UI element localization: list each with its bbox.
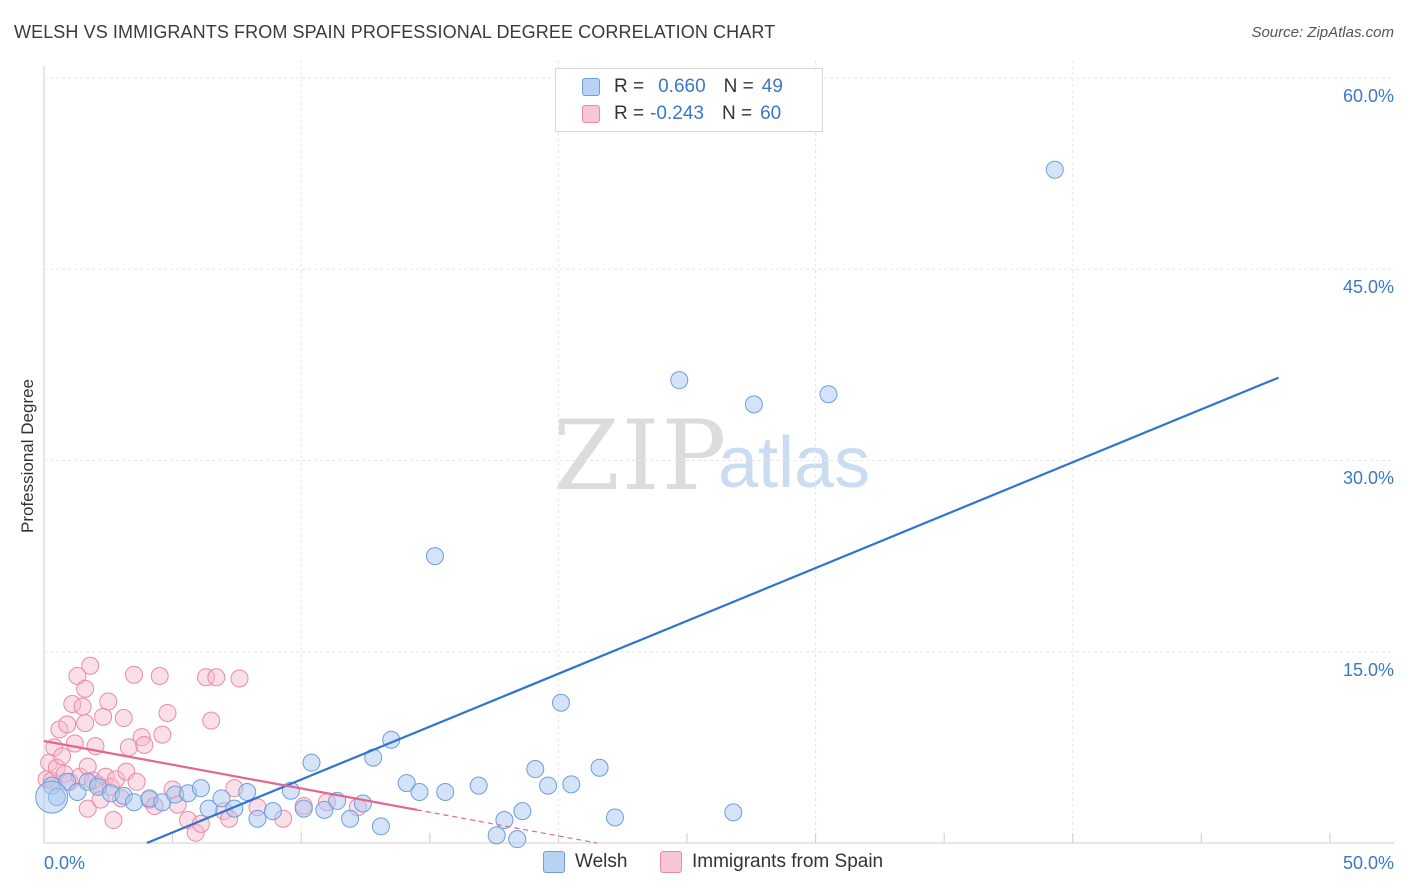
legend-row-welsh: R = 0.660 N = 49 — [582, 75, 783, 99]
x-tick-label-max: 50.0% — [1342, 853, 1394, 873]
welsh-point — [526, 760, 545, 779]
y-tick-label-45: 45.0% — [1342, 277, 1394, 297]
spain-point — [114, 709, 133, 728]
welsh-point — [605, 808, 624, 827]
welsh-point — [263, 802, 282, 821]
source-label: Source: ZipAtlas.com — [1251, 24, 1394, 41]
welsh-point — [341, 809, 360, 828]
series-legend-spain[interactable]: Immigrants from Spain — [660, 851, 883, 873]
spain-point — [65, 734, 84, 753]
legend-swatch-welsh — [582, 78, 600, 96]
series-legend: Welsh Immigrants from Spain — [0, 851, 1406, 877]
spain-point — [153, 725, 172, 744]
welsh-trend-line — [146, 376, 1279, 845]
spain-point — [197, 668, 216, 687]
spain-point — [76, 714, 95, 733]
welsh-point — [371, 817, 390, 836]
spain-point — [47, 758, 66, 777]
legend-n-value-welsh: 49 — [761, 76, 783, 97]
welsh-point — [724, 803, 743, 822]
legend-r-value-spain: -0.243 — [650, 103, 704, 124]
spain-point — [186, 823, 205, 842]
welsh-point — [539, 776, 558, 795]
welsh-cluster-point — [35, 780, 69, 814]
welsh-point — [562, 775, 581, 794]
spain-point — [135, 735, 154, 754]
welsh-point — [744, 395, 763, 414]
spain-point — [53, 747, 72, 766]
spain-point — [78, 799, 97, 818]
welsh-point — [590, 758, 609, 777]
spain-point — [104, 811, 123, 830]
welsh-point — [551, 693, 570, 712]
welsh-point — [436, 783, 455, 801]
series-swatch-spain — [660, 851, 682, 873]
series-label-spain: Immigrants from Spain — [692, 851, 884, 872]
series-legend-welsh[interactable]: Welsh — [543, 851, 627, 873]
welsh-point — [410, 783, 429, 801]
welsh-point — [302, 753, 321, 772]
welsh-point — [212, 789, 231, 808]
legend-row-spain: R = -0.243 N = 60 — [582, 102, 781, 126]
spain-point — [76, 679, 95, 698]
welsh-point — [191, 779, 210, 798]
x-tick-label-min: 0.0% — [44, 853, 86, 873]
y-tick-label-15: 15.0% — [1342, 660, 1394, 680]
spain-point — [63, 695, 82, 714]
welsh-point — [819, 385, 838, 404]
series-swatch-welsh — [543, 851, 565, 873]
watermark-atlas: atlas — [718, 423, 871, 503]
welsh-point — [315, 800, 334, 819]
welsh-point — [248, 809, 267, 828]
spain-point — [207, 668, 226, 687]
spain-point — [150, 666, 169, 685]
welsh-point — [353, 794, 372, 813]
welsh-point — [1045, 160, 1064, 179]
spain-point — [81, 656, 100, 675]
series-label-welsh: Welsh — [575, 851, 628, 872]
welsh-point — [125, 793, 144, 812]
welsh-point — [294, 799, 313, 818]
y-tick-label-30: 30.0% — [1342, 468, 1394, 488]
spain-point — [158, 703, 177, 722]
legend-r-label-welsh: R = — [614, 76, 645, 97]
welsh-point — [513, 802, 532, 821]
correlation-legend: R = 0.660 N = 49 R = -0.243 N = 60 — [555, 68, 823, 132]
legend-n-value-spain: 60 — [760, 103, 782, 124]
welsh-point — [508, 830, 527, 849]
welsh-point — [495, 811, 514, 830]
spain-trend-line-extension — [416, 809, 598, 844]
welsh-point — [425, 547, 444, 566]
spain-point — [73, 697, 92, 716]
spain-point — [94, 707, 113, 726]
spain-point — [127, 772, 146, 791]
welsh-point — [238, 783, 257, 801]
welsh-point — [397, 774, 416, 793]
welsh-point — [469, 776, 488, 795]
spain-point — [202, 711, 221, 730]
legend-n-label-spain: N = — [721, 103, 753, 124]
spain-point — [99, 692, 118, 711]
legend-r-label-spain: R = — [614, 103, 645, 124]
spain-point — [58, 715, 77, 734]
welsh-point — [670, 371, 689, 390]
chart-title: WELSH VS IMMIGRANTS FROM SPAIN PROFESSIO… — [14, 22, 776, 42]
spain-point — [125, 665, 144, 684]
y-axis-label: Professional Degree — [18, 378, 37, 534]
spain-point — [230, 669, 249, 688]
legend-swatch-spain — [582, 105, 600, 123]
spain-trend-line — [43, 739, 418, 811]
legend-r-value-welsh: 0.660 — [658, 76, 706, 97]
watermark-zip: ZIP — [553, 400, 729, 512]
y-tick-label-60: 60.0% — [1342, 86, 1394, 106]
legend-n-label-welsh: N = — [723, 76, 754, 97]
welsh-point — [487, 826, 506, 845]
